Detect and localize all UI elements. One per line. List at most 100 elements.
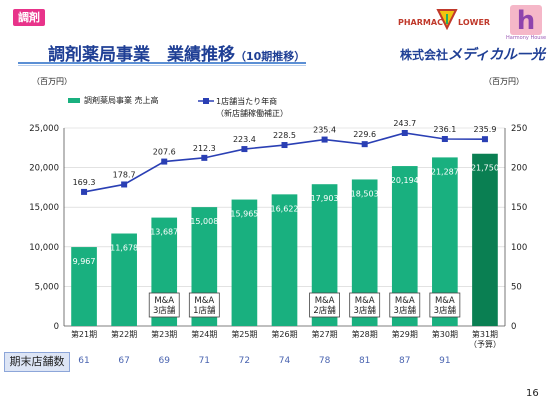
line-value-label: 178.7: [113, 170, 136, 179]
x-tick-label: 第28期: [352, 329, 378, 339]
x-tick-label: 第26期: [271, 329, 297, 339]
line-value-label: 243.7: [393, 119, 416, 128]
page-number: 16: [526, 388, 539, 399]
x-tick-label: 第21期: [71, 329, 97, 339]
bar-value-label: 16,622: [271, 204, 299, 213]
line-value-label: 236.1: [433, 125, 456, 134]
company-main: メディカル一光: [448, 47, 546, 63]
right-axis-tick-label: 150: [511, 203, 527, 213]
legend-bar-swatch: [68, 98, 80, 103]
right-axis-tick-label: 0: [511, 322, 516, 332]
bar: [271, 194, 298, 326]
right-axis-tick-label: 100: [511, 243, 527, 253]
x-tick-label: 第27期: [311, 329, 337, 339]
line-point: [401, 129, 408, 136]
ma-annotation-box: [349, 292, 381, 318]
ma-annotation-line2: 2店舗: [313, 305, 336, 316]
x-tick-label: 第23期: [151, 329, 177, 339]
company-name: 株式会社メディカル一光: [400, 44, 545, 64]
bar-value-label: 21,287: [431, 167, 459, 176]
left-axis-tick-label: 0: [54, 322, 59, 332]
bar: [111, 233, 137, 326]
line-value-label: 229.6: [353, 130, 376, 139]
store-count-value: 61: [78, 356, 90, 366]
line-point: [441, 136, 448, 143]
left-axis-tick-label: 5,000: [35, 282, 59, 292]
line-value-label: 235.4: [313, 126, 336, 135]
right-axis-tick-label: 250: [511, 124, 527, 134]
x-tick-label: 第29期: [392, 329, 418, 339]
store-count-value: 87: [399, 356, 411, 366]
brand-harmony-house: Harmony House: [506, 35, 547, 41]
ma-annotation-box: [429, 292, 461, 318]
store-count-value: 81: [358, 356, 371, 366]
x-tick-label: 第24期: [191, 329, 217, 339]
ma-annotation-line1: M&A: [154, 296, 174, 306]
ma-annotation-line1: M&A: [395, 296, 415, 306]
bar-value-label: 20,194: [391, 176, 419, 185]
ma-annotation-line2: 3店舗: [353, 305, 376, 316]
ma-annotation-line2: 3店舗: [153, 305, 176, 316]
store-count-value: 69: [158, 356, 170, 366]
bar: [71, 247, 97, 326]
store-count-value: 91: [439, 356, 451, 366]
legend-bar-label: 調剤薬局事業 売上高: [84, 95, 159, 105]
line-value-label: 212.3: [193, 144, 216, 153]
title-sub: （10期推移）: [235, 50, 306, 63]
line-value-label: 223.4: [233, 135, 256, 144]
per-store-sales-line: [83, 132, 485, 193]
ma-annotation-line1: M&A: [194, 296, 214, 306]
line-point: [361, 141, 368, 148]
store-count-label: 期末店舗数: [4, 352, 70, 372]
left-axis-tick-label: 10,000: [29, 243, 59, 253]
line-value-label: 235.9: [474, 125, 497, 134]
harmony-house-logo-icon: h: [510, 5, 542, 35]
bar-value-label: 13,687: [150, 228, 178, 237]
ma-annotation-box: [389, 292, 421, 318]
x-tick-label: 第31期: [472, 329, 498, 339]
bar-value-label: 9,967: [73, 257, 96, 266]
ma-annotation-line1: M&A: [355, 296, 375, 306]
right-axis-tick-label: 200: [511, 164, 527, 174]
line-point: [281, 142, 288, 149]
ma-annotation-line2: 3店舗: [434, 305, 457, 316]
line-point: [121, 181, 128, 188]
ma-annotation-box: [309, 292, 340, 318]
bar: [231, 199, 258, 326]
right-axis-tick-label: 50: [511, 282, 522, 292]
bar: [472, 153, 498, 326]
ma-annotation-line1: M&A: [315, 296, 335, 306]
title-underline-light: [18, 65, 306, 66]
store-count-value: 71: [198, 356, 211, 366]
x-tick-label: 第30期: [432, 329, 458, 339]
right-axis-unit: （百万円）: [484, 77, 524, 86]
page-title: 調剤薬局事業 業績推移（10期推移）: [48, 40, 305, 65]
bar-value-label: 17,903: [311, 194, 339, 203]
ma-annotation-box: [188, 292, 220, 318]
flower-logo-icon: [436, 9, 458, 30]
bar-value-label: 15,965: [230, 210, 258, 219]
bar-value-label: 11,678: [110, 244, 138, 253]
bar-value-label: 18,503: [351, 189, 379, 198]
ma-annotation-line2: 1店舗: [193, 305, 216, 316]
forecast-note: （予算）: [469, 339, 501, 349]
x-tick-label: 第22期: [111, 329, 137, 339]
bar-value-label: 15,008: [190, 217, 218, 226]
line-value-label: 228.5: [273, 131, 296, 140]
legend-line-note: （新店舗稼働補正）: [216, 108, 288, 118]
store-count-value: 72: [238, 356, 251, 366]
legend-line-label: 1店舗当たり年商: [216, 96, 277, 106]
ma-annotation-line1: M&A: [435, 296, 455, 306]
line-point: [161, 158, 168, 165]
line-value-label: 207.6: [153, 148, 176, 157]
title-underline: [18, 62, 306, 64]
section-badge: 調剤: [13, 9, 45, 26]
brand-lower: LOWER: [458, 18, 491, 27]
left-axis-tick-label: 15,000: [29, 203, 59, 213]
company-prefix: 株式会社: [400, 48, 449, 62]
ma-annotation-box: [148, 292, 180, 318]
legend-line-marker: [203, 98, 209, 104]
line-point: [81, 188, 88, 195]
store-count-value: 78: [318, 356, 331, 366]
